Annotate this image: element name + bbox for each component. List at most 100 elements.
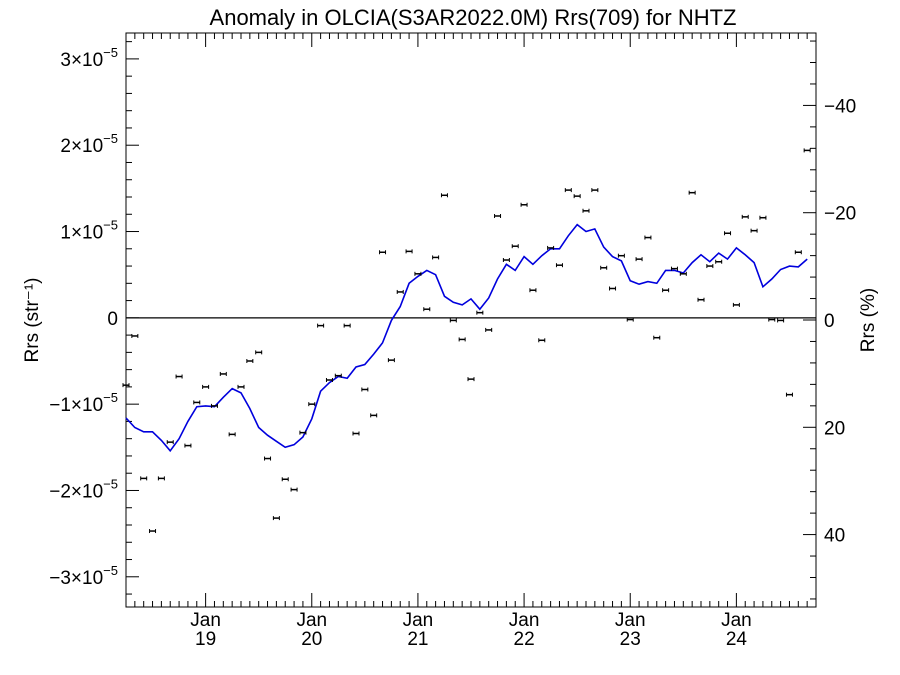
anomaly-point [732, 302, 740, 307]
anomaly-point [334, 373, 342, 378]
x-tick-label-year: 20 [301, 629, 322, 650]
anomaly-point [210, 403, 218, 408]
anomaly-point [387, 358, 395, 363]
anomaly-point [202, 384, 210, 389]
anomaly-point [759, 215, 767, 220]
anomaly-point [405, 249, 413, 254]
y-axis-label: Rrs (str⁻¹) [22, 278, 43, 363]
anomaly-point [237, 384, 245, 389]
anomaly-point [670, 266, 678, 271]
anomaly-point [741, 214, 749, 219]
y2-tick-label: 0 [824, 311, 835, 332]
anomaly-point [228, 432, 236, 437]
anomaly-point [272, 516, 280, 521]
y-axis-left: 3×10−5 2×10−5 1×10−5 0 −1×10−5 −2×10−5 −3×10−5 [49, 41, 139, 595]
smoothed-anomaly-line [125, 223, 808, 453]
x-tick-label-month: Jan [296, 610, 327, 631]
anomaly-point [317, 323, 325, 328]
anomaly-point [157, 476, 165, 481]
anomaly-point [476, 310, 484, 315]
anomaly-point [432, 255, 440, 260]
anomaly-point [511, 244, 519, 249]
anomaly-point [529, 288, 537, 293]
y-tick-label: 1×10−5 [60, 218, 118, 244]
anomaly-point [140, 476, 148, 481]
plot-area-border [125, 32, 817, 608]
anomaly-point [591, 188, 599, 193]
anomaly-point [653, 335, 661, 340]
anomaly-point [547, 245, 555, 250]
anomaly-point [440, 193, 448, 198]
anomaly-point [308, 402, 316, 407]
y-tick-label: 2×10−5 [60, 131, 118, 157]
y2-tick-label: −20 [824, 204, 856, 225]
anomaly-point [219, 371, 227, 376]
y-tick-label: −2×10−5 [49, 476, 118, 502]
anomaly-point [494, 213, 502, 218]
anomaly-point [290, 487, 298, 492]
line-series [125, 223, 808, 453]
plot-frame [125, 32, 817, 608]
anomaly-point [149, 529, 157, 534]
y-tick-label: −1×10−5 [49, 390, 118, 416]
anomaly-point [396, 289, 404, 294]
anomaly-point [502, 258, 510, 263]
y-tick-label: −3×10−5 [49, 563, 118, 589]
anomaly-point [414, 271, 422, 276]
anomaly-point [184, 443, 192, 448]
anomaly-point [361, 387, 369, 392]
anomaly-point [609, 286, 617, 291]
point-series [122, 148, 811, 534]
anomaly-point [777, 318, 785, 323]
x-tick-label-month: Jan [615, 610, 646, 631]
y-axis-right: −40 −20 0 20 40 [803, 40, 856, 600]
anomaly-point [644, 235, 652, 240]
anomaly-point [281, 477, 289, 482]
x-tick-label-year: 21 [407, 629, 428, 650]
x-tick-label-year: 23 [620, 629, 641, 650]
anomaly-point [467, 377, 475, 382]
anomaly-point [626, 317, 634, 322]
anomaly-point [724, 231, 732, 236]
y2-tick-label: 20 [824, 418, 845, 439]
anomaly-point [803, 148, 811, 153]
x-tick-label-month: Jan [403, 610, 434, 631]
x-tick-label-year: 22 [514, 629, 535, 650]
anomaly-point [555, 263, 563, 268]
y2-tick-label: 40 [824, 526, 845, 547]
anomaly-point [715, 259, 723, 264]
x-tick-label-year: 24 [726, 629, 748, 650]
anomaly-point [785, 392, 793, 397]
x-tick-label-month: Jan [721, 610, 752, 631]
anomaly-point [458, 337, 466, 342]
anomaly-point [662, 288, 670, 293]
anomaly-point [635, 257, 643, 262]
x-tick-label-month: Jan [509, 610, 540, 631]
anomaly-point [264, 456, 272, 461]
y2-axis-label: Rrs (%) [858, 288, 879, 352]
x-tick-label-month: Jan [190, 610, 221, 631]
anomaly-point [166, 440, 174, 445]
x-tick-label-year: 19 [195, 629, 216, 650]
anomaly-point [600, 265, 608, 270]
anomaly-point [485, 327, 493, 332]
anomaly-point [750, 228, 758, 233]
anomaly-point [352, 431, 360, 436]
anomaly-point [564, 188, 572, 193]
anomaly-point [343, 323, 351, 328]
anomaly-point [688, 190, 696, 195]
anomaly-point [573, 194, 581, 199]
anomaly-point [325, 377, 333, 382]
anomaly-point [794, 250, 802, 255]
anomaly-point [449, 318, 457, 323]
anomaly-point [520, 202, 528, 207]
anomaly-point [193, 400, 201, 405]
y-tick-label: 0 [107, 309, 118, 330]
anomaly-point [538, 338, 546, 343]
anomaly-point [706, 264, 714, 269]
anomaly-point [175, 374, 183, 379]
y2-tick-label: −40 [824, 96, 856, 117]
anomaly-point [379, 250, 387, 255]
